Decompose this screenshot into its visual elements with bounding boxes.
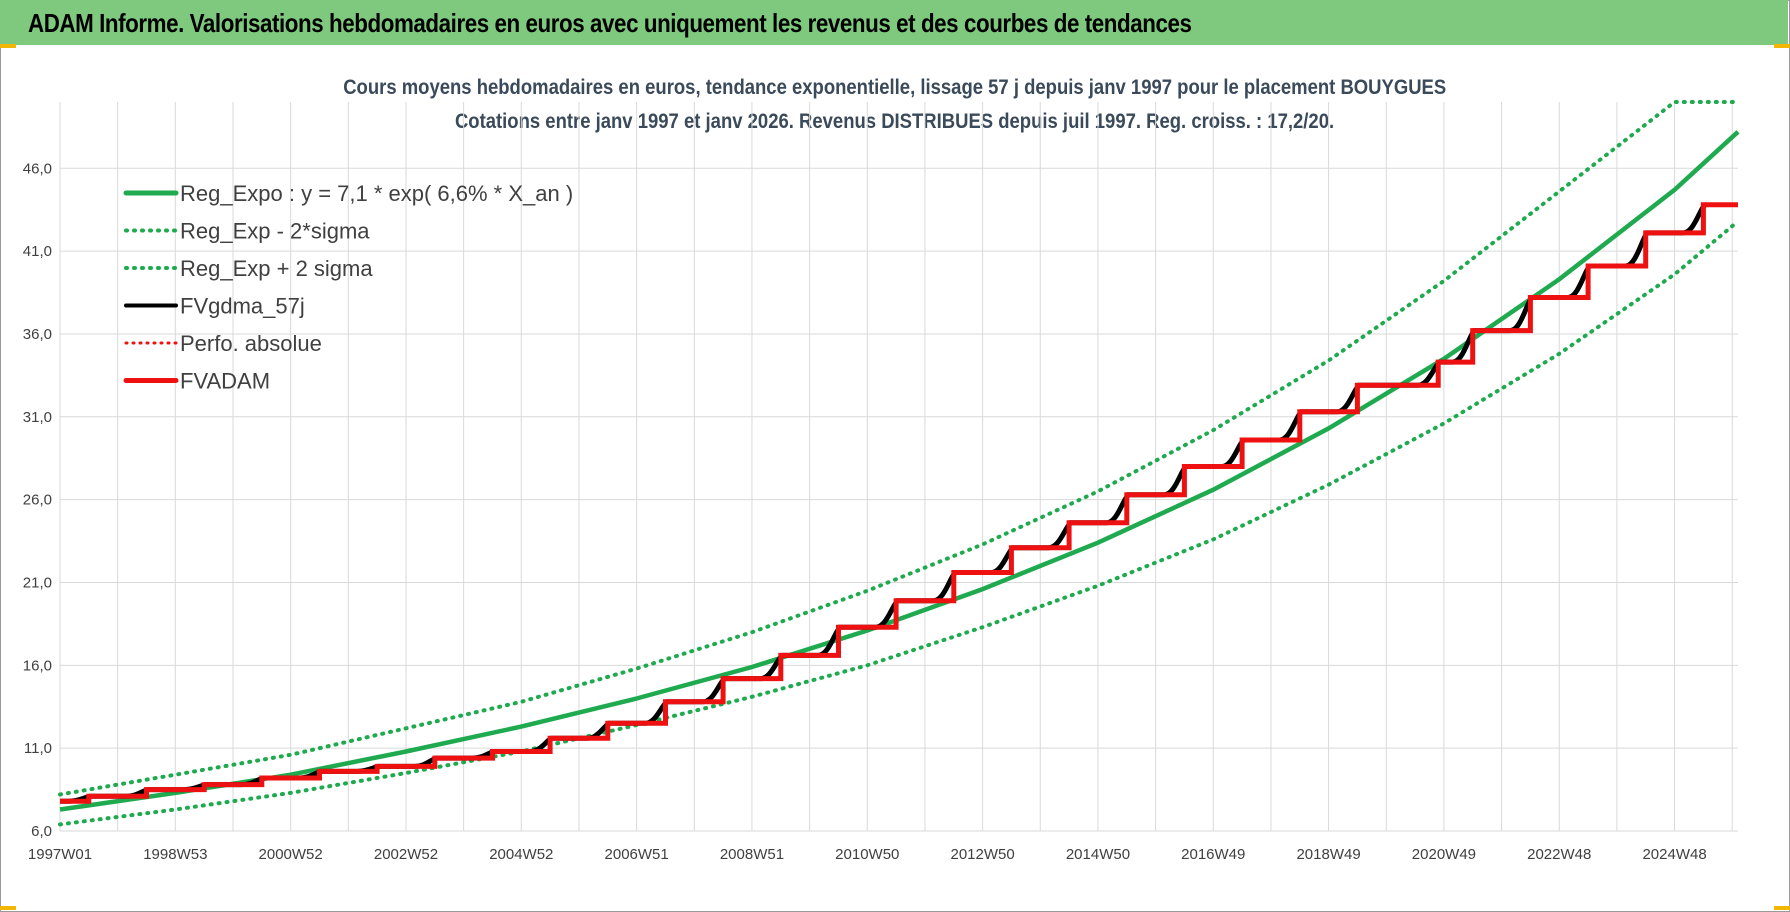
grid: [59, 102, 1738, 832]
chart-title: Cours moyens hebdomadaires en euros, ten…: [343, 76, 1447, 99]
x-tick-label: 2024W48: [1642, 846, 1706, 863]
corner-marker: [0, 44, 16, 48]
y-tick-label: 6,0: [31, 823, 52, 840]
x-tick-label: 2008W51: [720, 846, 784, 863]
series-reg-expo: [59, 130, 1740, 812]
x-axis-ticks: 1997W01 1998W53 2000W52 2002W52 2004W52 2006W…: [28, 846, 1707, 863]
legend-label: Perfo. absolue: [180, 331, 322, 356]
y-axis-ticks: 6,0 11,0 16,0 21,0 26,0 31,0 36,0 41,0 46,0: [23, 160, 52, 840]
legend-label: Reg_Expo : y = 7,1 * exp( 6,6% * X_an ): [180, 181, 573, 206]
legend: Reg_Expo : y = 7,1 * exp( 6,6% * X_an ) R…: [123, 181, 573, 394]
banner: ADAM Informe. Valorisations hebdomadaire…: [0, 0, 1788, 45]
series-fvadam: [60, 202, 1738, 804]
x-tick-label: 2020W49: [1412, 846, 1476, 863]
y-tick-label: 16,0: [23, 657, 52, 674]
y-tick-label: 26,0: [23, 492, 52, 509]
corner-marker: [1774, 906, 1790, 910]
series-reg-exp-plus-2sigma: [58, 100, 1740, 797]
y-tick-label: 41,0: [23, 243, 52, 260]
x-tick-label: 2002W52: [374, 846, 438, 863]
legend-label: Reg_Exp + 2 sigma: [180, 256, 373, 281]
corner-marker: [1774, 44, 1790, 48]
x-tick-label: 2012W50: [951, 846, 1015, 863]
y-tick-label: 31,0: [23, 409, 52, 426]
x-tick-label: 2016W49: [1181, 846, 1245, 863]
series-fvgdma-57j: [60, 202, 1708, 804]
x-tick-label: 2014W50: [1066, 846, 1130, 863]
x-tick-label: 2018W49: [1296, 846, 1360, 863]
y-tick-label: 11,0: [24, 740, 52, 757]
y-tick-label: 36,0: [23, 326, 52, 343]
legend-label: Reg_Exp - 2*sigma: [180, 219, 370, 244]
x-tick-label: 1997W01: [28, 846, 92, 863]
y-tick-label: 21,0: [23, 574, 52, 591]
corner-marker: [0, 906, 16, 910]
chart-subtitle: Cotations entre janv 1997 et janv 2026. …: [455, 110, 1335, 133]
x-tick-label: 2010W50: [835, 846, 899, 863]
legend-label: FVADAM: [180, 369, 270, 394]
series-lines: [58, 100, 1740, 827]
x-tick-label: 2006W51: [605, 846, 669, 863]
y-tick-label: 46,0: [23, 160, 52, 177]
series-reg-exp-minus-2sigma: [58, 219, 1740, 827]
banner-title: ADAM Informe. Valorisations hebdomadaire…: [28, 8, 1192, 38]
legend-label: FVgdma_57j: [180, 294, 305, 319]
x-tick-label: 1998W53: [143, 846, 207, 863]
x-tick-label: 2022W48: [1527, 846, 1591, 863]
x-tick-label: 2000W52: [259, 846, 323, 863]
x-tick-label: 2004W52: [489, 846, 553, 863]
